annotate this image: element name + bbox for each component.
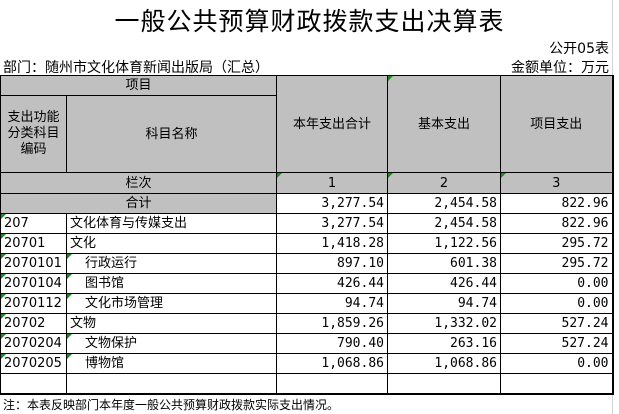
form-number: 公开05表 xyxy=(549,41,609,57)
code-cell: 2070112 xyxy=(0,293,67,314)
sum-label: 合计 xyxy=(0,193,277,214)
project-cell: 0.00 xyxy=(500,293,613,314)
header-project: 项目支出 xyxy=(500,75,613,173)
department-label: 部门：随州市文化体育新闻出版局（汇总） xyxy=(3,60,269,76)
name-cell: 文化市场管理 xyxy=(66,293,277,314)
project-cell: 295.72 xyxy=(500,233,613,254)
total-cell: 790.40 xyxy=(276,333,388,354)
basic-cell: 263.16 xyxy=(387,333,501,354)
name-cell: 文化 xyxy=(66,233,277,254)
empty-cell xyxy=(66,373,277,395)
table-row: 207 文化体育与传媒支出 3,277.54 2,454.58 822.96 xyxy=(0,213,613,234)
total-cell: 1,859.26 xyxy=(276,313,388,334)
name-cell: 文物保护 xyxy=(66,333,277,354)
name-cell: 图书馆 xyxy=(66,273,277,294)
header-basic: 基本支出 xyxy=(387,75,501,173)
table-row: 2070104 图书馆 426.44 426.44 0.00 xyxy=(0,273,613,294)
project-cell: 0.00 xyxy=(500,273,613,294)
total-cell: 1,068.86 xyxy=(276,353,388,374)
empty-cell xyxy=(276,373,388,395)
project-cell: 295.72 xyxy=(500,253,613,274)
basic-cell: 1,068.86 xyxy=(387,353,501,374)
total-cell: 897.10 xyxy=(276,253,388,274)
sum-total: 3,277.54 xyxy=(276,193,388,214)
empty-cell xyxy=(387,373,501,395)
basic-cell: 2,454.58 xyxy=(387,213,501,234)
basic-cell: 94.74 xyxy=(387,293,501,314)
basic-cell: 1,122.56 xyxy=(387,233,501,254)
code-cell: 2070104 xyxy=(0,273,67,294)
name-cell: 行政运行 xyxy=(66,253,277,274)
header-item: 项目 xyxy=(0,75,277,96)
header-code: 支出功能分类科目编码 xyxy=(0,95,67,173)
expenditure-table: 项目 本年支出合计 基本支出 项目支出 支出功能分类科目编码 科目名称 栏次 1… xyxy=(0,75,614,395)
code-cell: 2070204 xyxy=(0,333,67,354)
header-name: 科目名称 xyxy=(66,95,277,173)
sum-basic: 2,454.58 xyxy=(387,193,501,214)
basic-cell: 1,332.02 xyxy=(387,313,501,334)
name-cell: 文物 xyxy=(66,313,277,334)
footnote: 注：本表反映部门本年度一般公共预算财政拨款实际支出情况。 xyxy=(3,398,340,412)
name-cell: 博物馆 xyxy=(66,353,277,374)
total-cell: 426.44 xyxy=(276,273,388,294)
header-total: 本年支出合计 xyxy=(276,75,388,173)
table-row: 20701 文化 1,418.28 1,122.56 295.72 xyxy=(0,233,613,254)
total-cell: 1,418.28 xyxy=(276,233,388,254)
col-index-2: 2 xyxy=(387,172,501,194)
basic-cell: 601.38 xyxy=(387,253,501,274)
name-cell: 文化体育与传媒支出 xyxy=(66,213,277,234)
col-index-3: 3 xyxy=(500,172,613,194)
empty-cell xyxy=(500,373,613,395)
project-cell: 822.96 xyxy=(500,213,613,234)
total-cell: 3,277.54 xyxy=(276,213,388,234)
code-cell: 207 xyxy=(0,213,67,234)
table-row: 2070205 博物馆 1,068.86 1,068.86 0.00 xyxy=(0,353,613,374)
project-cell: 0.00 xyxy=(500,353,613,374)
project-cell: 527.24 xyxy=(500,333,613,354)
empty-cell xyxy=(0,373,67,395)
sum-project: 822.96 xyxy=(500,193,613,214)
empty-row xyxy=(0,373,613,395)
table-row: 2070101 行政运行 897.10 601.38 295.72 xyxy=(0,253,613,274)
total-cell: 94.74 xyxy=(276,293,388,314)
table-row: 20702 文物 1,859.26 1,332.02 527.24 xyxy=(0,313,613,334)
basic-cell: 426.44 xyxy=(387,273,501,294)
code-cell: 2070101 xyxy=(0,253,67,274)
project-cell: 527.24 xyxy=(500,313,613,334)
code-cell: 2070205 xyxy=(0,353,67,374)
table-row: 2070204 文物保护 790.40 263.16 527.24 xyxy=(0,333,613,354)
table-row: 2070112 文化市场管理 94.74 94.74 0.00 xyxy=(0,293,613,314)
code-cell: 20701 xyxy=(0,233,67,254)
code-cell: 20702 xyxy=(0,313,67,334)
page-title: 一般公共预算财政拨款支出决算表 xyxy=(114,7,505,36)
col-index-label: 栏次 xyxy=(0,172,277,194)
unit-label: 金额单位：万元 xyxy=(511,60,609,76)
col-index-1: 1 xyxy=(276,172,388,194)
